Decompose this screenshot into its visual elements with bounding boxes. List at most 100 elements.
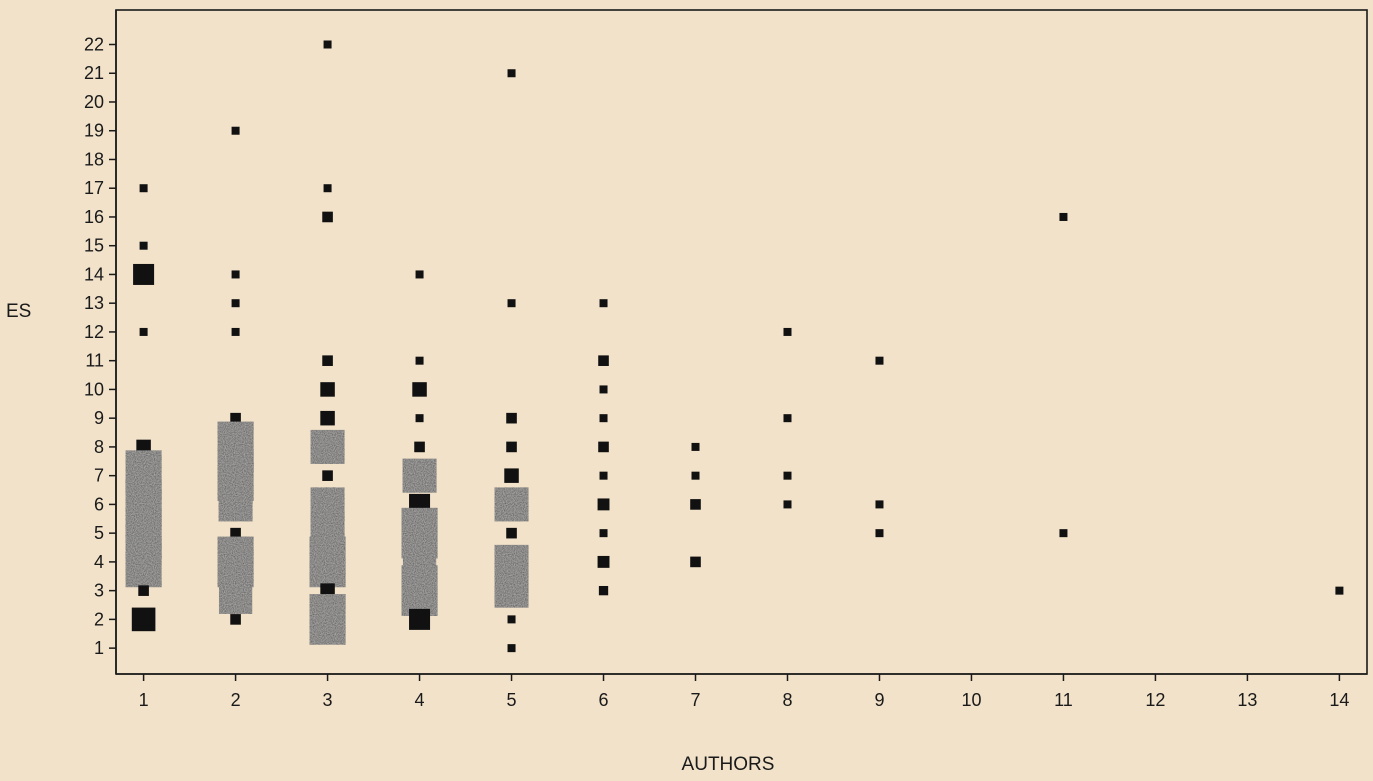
data-point <box>506 412 517 424</box>
x-tick-label: 7 <box>690 690 700 710</box>
y-tick-label: 7 <box>94 466 104 486</box>
data-point <box>598 441 609 453</box>
x-tick-label: 4 <box>415 690 425 710</box>
data-point <box>507 615 516 624</box>
data-point <box>231 327 240 336</box>
data-point <box>139 327 148 336</box>
data-point <box>231 126 240 135</box>
data-point <box>230 614 241 625</box>
y-tick-label: 21 <box>84 63 104 83</box>
data-point <box>1059 529 1068 538</box>
data-point <box>598 355 609 366</box>
data-point <box>507 69 516 78</box>
x-tick-label: 12 <box>1145 690 1165 710</box>
y-tick-label: 20 <box>84 92 104 112</box>
data-point <box>507 299 516 308</box>
y-tick-label: 6 <box>94 494 104 514</box>
x-tick-label: 6 <box>599 690 609 710</box>
data-point <box>415 270 424 279</box>
x-tick-label: 14 <box>1329 690 1349 710</box>
data-point <box>599 471 608 480</box>
data-point <box>690 556 701 568</box>
data-point <box>504 468 519 483</box>
data-point <box>138 585 149 596</box>
y-tick-label: 9 <box>94 408 104 428</box>
y-tick-label: 12 <box>84 322 104 342</box>
data-point <box>597 555 610 568</box>
y-tick-label: 15 <box>84 236 104 256</box>
data-point <box>320 382 335 397</box>
x-tick-label: 11 <box>1054 690 1073 710</box>
data-point <box>597 498 610 511</box>
x-tick-label: 10 <box>961 690 981 710</box>
y-tick-label: 17 <box>84 178 104 198</box>
data-point <box>506 441 517 453</box>
data-point <box>309 594 346 645</box>
data-point <box>323 184 332 193</box>
x-tick-label: 8 <box>782 690 792 710</box>
data-point <box>507 644 516 653</box>
data-point <box>230 527 241 539</box>
y-tick-label: 13 <box>84 293 104 313</box>
data-point <box>599 299 608 308</box>
data-point <box>323 40 332 49</box>
plot-frame <box>115 9 1368 675</box>
data-point <box>322 355 333 366</box>
data-point <box>783 471 792 480</box>
data-point <box>320 410 335 426</box>
y-tick-label: 10 <box>84 379 104 399</box>
x-tick-label: 3 <box>323 690 333 710</box>
data-point <box>231 270 240 279</box>
y-tick-label: 1 <box>94 638 104 658</box>
data-point <box>599 385 608 394</box>
y-axis-title: ES <box>6 301 31 322</box>
data-point <box>599 529 608 538</box>
data-point <box>415 356 424 365</box>
x-axis-title: AUTHORS <box>682 754 775 775</box>
data-point <box>218 487 253 522</box>
data-point <box>783 414 792 423</box>
data-point <box>494 544 529 579</box>
data-point <box>409 608 431 630</box>
data-point <box>1059 212 1068 221</box>
y-tick-label: 8 <box>94 437 104 457</box>
y-tick-label: 14 <box>84 264 104 284</box>
data-point <box>218 567 253 614</box>
data-point <box>415 414 424 423</box>
data-point <box>231 299 240 308</box>
x-tick-label: 2 <box>231 690 241 710</box>
data-points <box>125 40 1344 653</box>
data-point <box>401 565 438 616</box>
data-point <box>506 527 517 539</box>
data-point <box>875 529 884 538</box>
data-point <box>691 442 700 451</box>
x-tick-label: 5 <box>507 690 517 710</box>
x-tick-label: 9 <box>874 690 884 710</box>
y-tick-label: 3 <box>94 581 104 601</box>
data-point <box>783 327 792 336</box>
data-point <box>875 500 884 509</box>
data-point <box>414 441 425 453</box>
data-point <box>494 573 529 608</box>
data-point <box>309 536 346 588</box>
data-point <box>133 263 155 285</box>
x-tick-label: 1 <box>139 690 149 710</box>
y-tick-label: 18 <box>84 149 104 169</box>
data-point <box>125 536 162 588</box>
data-point <box>690 499 701 510</box>
data-point <box>322 211 333 223</box>
data-point <box>783 500 792 509</box>
y-tick-label: 4 <box>94 552 104 572</box>
data-point <box>139 184 148 193</box>
data-point <box>1335 586 1344 595</box>
data-point <box>322 470 333 481</box>
data-point <box>139 241 148 250</box>
x-tick-label: 13 <box>1237 690 1257 710</box>
data-point <box>310 487 345 522</box>
x-axis-ticks: 1 2 3 4 5 6 7 8 9 10 11 12 13 14 <box>139 674 1349 710</box>
data-point <box>402 458 437 493</box>
data-point <box>598 585 609 596</box>
data-point <box>599 414 608 423</box>
data-point <box>691 471 700 480</box>
